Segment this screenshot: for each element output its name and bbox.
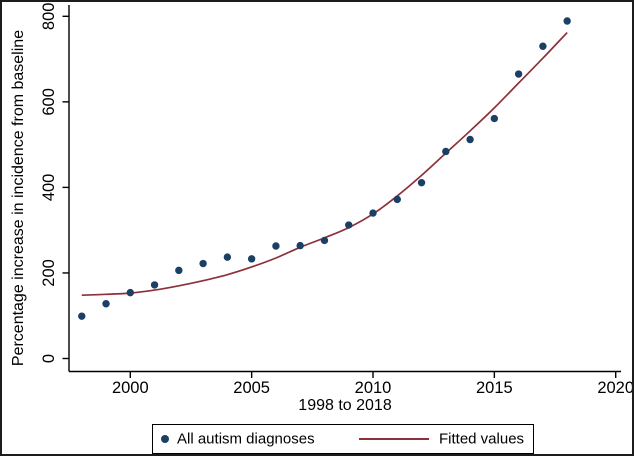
scatter-point xyxy=(272,242,280,250)
scatter-point xyxy=(514,70,523,78)
legend: All autism diagnoses Fitted values xyxy=(152,424,534,454)
fitted-values-curve xyxy=(81,31,568,297)
fit-line-icon xyxy=(359,438,429,440)
y-tick-label: 600 xyxy=(40,88,58,116)
x-tick-label: 2000 xyxy=(112,379,149,397)
y-tick-label: 800 xyxy=(40,3,58,31)
scatter-point xyxy=(393,195,401,204)
y-tick-label: 200 xyxy=(40,259,58,287)
scatter-point xyxy=(102,300,110,308)
legend-label-line: Fitted values xyxy=(439,430,525,448)
scatter-point xyxy=(490,114,499,123)
scatter-point xyxy=(296,241,304,250)
x-tick-label: 2015 xyxy=(476,379,513,397)
legend-label-scatter: All autism diagnoses xyxy=(177,430,315,448)
scatter-point xyxy=(417,178,426,187)
scatter-point xyxy=(223,253,232,261)
scatter-point xyxy=(126,288,134,297)
scatter-point xyxy=(150,281,159,289)
y-tick-label: 0 xyxy=(40,354,58,363)
scatter-point xyxy=(175,266,183,275)
scatter-point xyxy=(78,312,86,320)
y-axis-title: Percentage increase in incidence from ba… xyxy=(10,29,27,367)
x-tick-label: 2020 xyxy=(597,379,634,397)
scatter-point xyxy=(563,17,571,25)
scatter-point xyxy=(320,236,329,245)
scatter-point xyxy=(539,42,547,50)
x-tick-label: 2005 xyxy=(233,379,270,397)
scatter-point xyxy=(247,255,256,263)
scatter-point xyxy=(369,209,377,217)
y-tick-label: 400 xyxy=(40,174,58,202)
scatter-point xyxy=(345,221,353,229)
x-axis-title: 1998 to 2018 xyxy=(298,397,392,414)
x-tick-label: 2010 xyxy=(355,379,392,397)
scatter-point xyxy=(466,135,474,144)
scatter-point xyxy=(442,147,450,156)
scatter-marker-icon xyxy=(161,435,169,443)
scatter-point xyxy=(199,259,207,268)
